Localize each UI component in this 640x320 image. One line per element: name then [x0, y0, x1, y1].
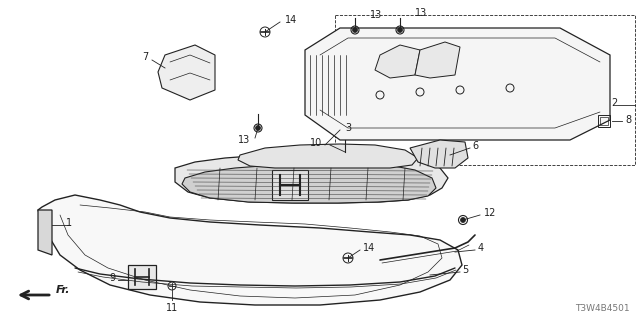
Text: 11: 11 — [166, 303, 178, 313]
Bar — [128, 265, 156, 289]
Text: 4: 4 — [478, 243, 484, 253]
Polygon shape — [38, 195, 462, 305]
Circle shape — [342, 149, 348, 155]
Polygon shape — [305, 28, 610, 140]
Bar — [598, 115, 610, 127]
Polygon shape — [415, 42, 460, 78]
Text: 13: 13 — [370, 10, 382, 20]
Bar — [272, 170, 308, 200]
Bar — [600, 117, 608, 125]
Polygon shape — [375, 45, 420, 78]
Polygon shape — [158, 45, 215, 100]
Circle shape — [461, 218, 465, 222]
Text: T3W4B4501: T3W4B4501 — [575, 304, 630, 313]
Circle shape — [397, 28, 403, 33]
Polygon shape — [410, 140, 468, 168]
Text: 3: 3 — [345, 123, 351, 133]
Text: 6: 6 — [472, 141, 478, 151]
Text: 9: 9 — [109, 273, 115, 283]
Text: 13: 13 — [237, 135, 250, 145]
Text: 14: 14 — [285, 15, 297, 25]
Text: 2: 2 — [611, 98, 617, 108]
Text: 5: 5 — [462, 265, 468, 275]
Circle shape — [353, 28, 358, 33]
Text: 8: 8 — [625, 115, 631, 125]
Circle shape — [255, 125, 260, 131]
Polygon shape — [182, 163, 436, 203]
Text: 1: 1 — [66, 218, 72, 228]
Text: Fr.: Fr. — [56, 285, 70, 295]
Text: 10: 10 — [310, 138, 322, 148]
Polygon shape — [175, 153, 448, 203]
Polygon shape — [38, 210, 52, 255]
Polygon shape — [238, 144, 418, 168]
Text: 13: 13 — [415, 8, 428, 18]
Text: 14: 14 — [363, 243, 375, 253]
Text: 7: 7 — [141, 52, 148, 62]
Text: 12: 12 — [484, 208, 497, 218]
